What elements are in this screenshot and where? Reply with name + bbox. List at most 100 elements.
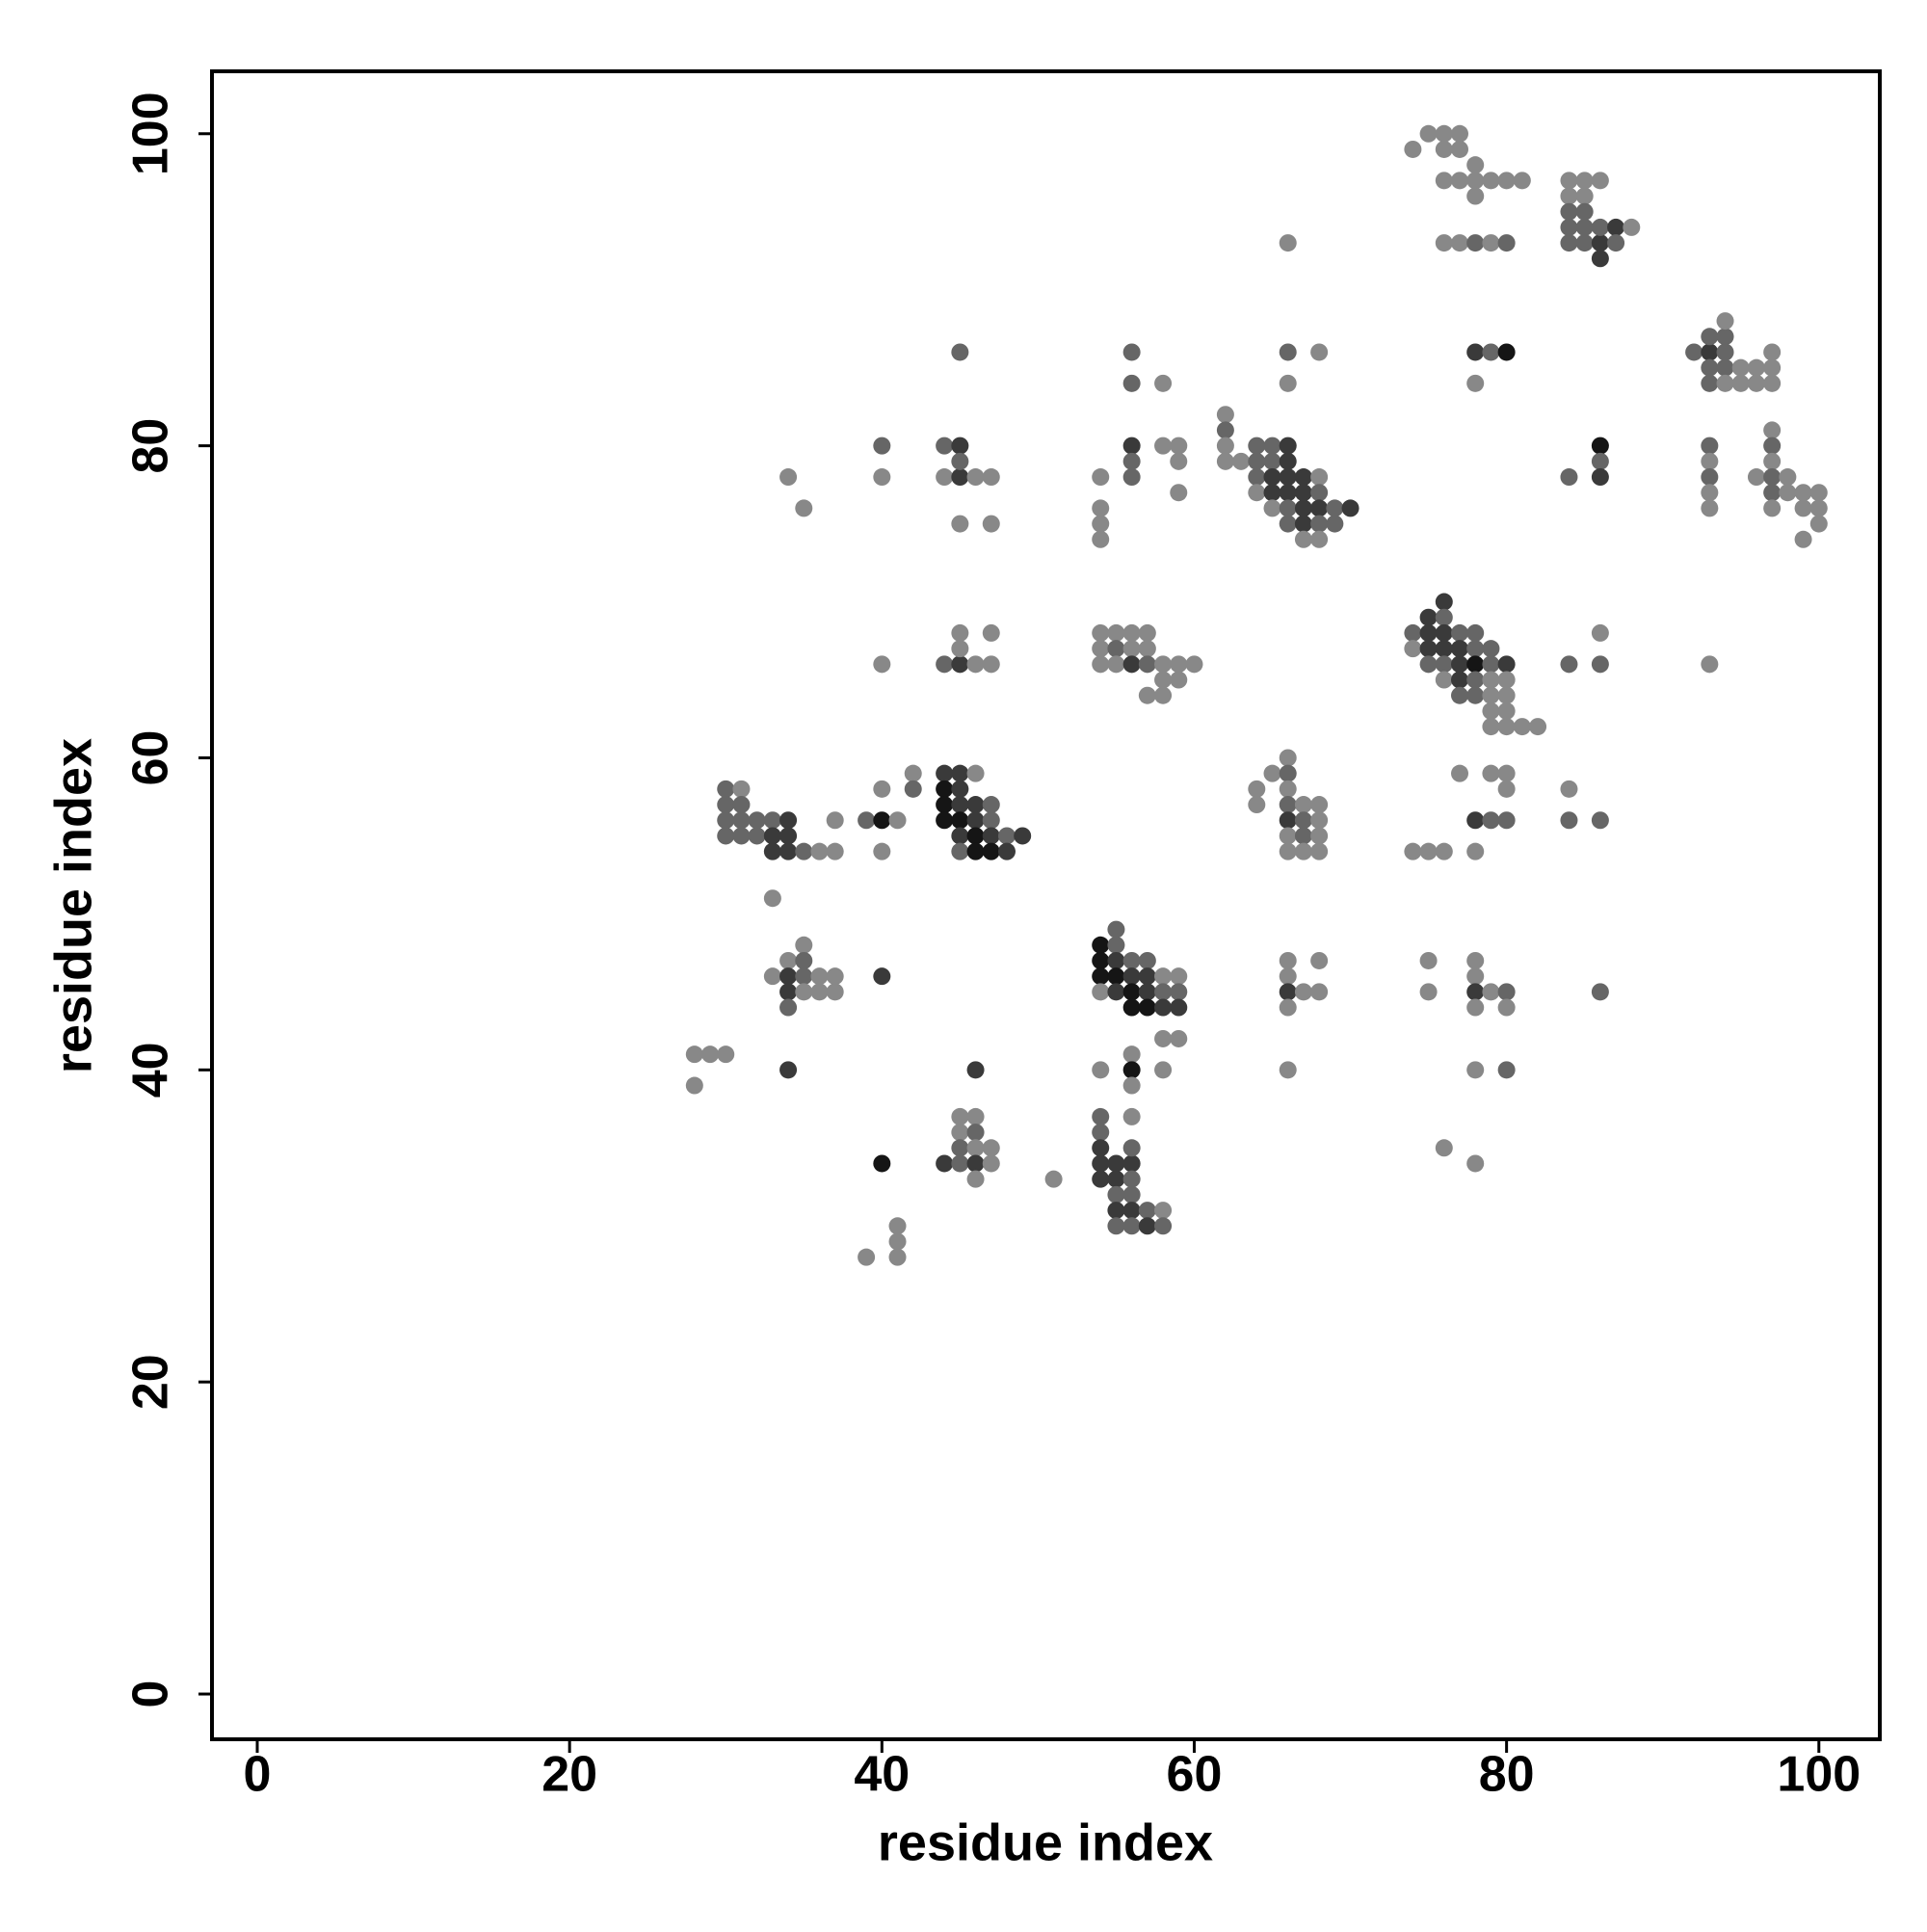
- contact-point: [1279, 998, 1297, 1017]
- contact-point: [717, 780, 735, 798]
- contact-point: [1279, 343, 1297, 361]
- contact-point: [1092, 515, 1110, 533]
- contact-point: [951, 764, 969, 782]
- x-tick-label: 60: [1167, 1747, 1223, 1803]
- contact-point: [1809, 499, 1828, 517]
- contact-point: [1279, 842, 1297, 860]
- contact-point: [1591, 468, 1609, 487]
- contact-point: [904, 780, 922, 798]
- contact-point: [1248, 796, 1266, 814]
- contact-point: [1482, 764, 1500, 782]
- contact-point: [795, 967, 813, 986]
- contact-point: [1138, 998, 1156, 1017]
- contact-point: [685, 1045, 703, 1064]
- contact-point: [779, 827, 798, 845]
- contact-point: [1138, 1202, 1156, 1220]
- contact-point: [1294, 530, 1312, 548]
- contact-point: [1763, 358, 1782, 377]
- contact-point: [1170, 655, 1188, 674]
- contact-point: [1482, 640, 1500, 658]
- contact-point: [1279, 374, 1297, 392]
- contact-point: [1779, 468, 1797, 487]
- contact-point: [1279, 499, 1297, 517]
- contact-point: [1279, 951, 1297, 969]
- contact-point: [717, 827, 735, 845]
- contact-point: [1216, 452, 1234, 470]
- contact-point: [1138, 640, 1156, 658]
- contact-point: [1170, 452, 1188, 470]
- contact-point: [1560, 468, 1578, 487]
- contact-point: [732, 796, 751, 814]
- contact-point: [1435, 593, 1453, 611]
- contact-point: [1279, 780, 1297, 798]
- contact-point: [1263, 468, 1281, 487]
- contact-point: [1482, 983, 1500, 1001]
- contact-point: [1310, 343, 1329, 361]
- contact-point: [1248, 484, 1266, 502]
- contact-point: [1122, 1045, 1141, 1064]
- contact-point: [936, 655, 954, 674]
- contact-point: [779, 468, 798, 487]
- contact-point: [1107, 983, 1125, 1001]
- contact-point: [1763, 343, 1782, 361]
- contact-point: [1419, 951, 1438, 969]
- contact-point: [717, 1045, 735, 1064]
- contact-point: [1466, 983, 1485, 1001]
- contact-point: [1122, 1107, 1141, 1125]
- contact-point: [1122, 1076, 1141, 1095]
- contact-point: [1170, 484, 1188, 502]
- contact-point: [1341, 499, 1359, 517]
- contact-point: [1294, 842, 1312, 860]
- contact-point: [1122, 1185, 1141, 1204]
- contact-point: [1216, 421, 1234, 439]
- contact-point: [873, 842, 891, 860]
- contact-point: [1763, 452, 1782, 470]
- contact-point: [1497, 998, 1516, 1017]
- contact-point: [1497, 655, 1516, 674]
- contact-point: [1279, 983, 1297, 1001]
- contact-point: [982, 468, 1000, 487]
- contact-point: [1122, 640, 1141, 658]
- contact-point: [1497, 671, 1516, 689]
- contact-point: [966, 764, 985, 782]
- contact-point: [1170, 967, 1188, 986]
- contact-point: [1279, 234, 1297, 252]
- contact-point: [1263, 499, 1281, 517]
- contact-point: [1122, 967, 1141, 986]
- contact-point: [826, 842, 844, 860]
- y-tick-label: 80: [123, 418, 179, 474]
- contact-point: [888, 1248, 907, 1266]
- contact-point: [1591, 250, 1609, 268]
- contact-point: [1122, 452, 1141, 470]
- contact-point: [1154, 1029, 1173, 1047]
- plot-frame: [210, 69, 1882, 1741]
- contact-point: [1451, 623, 1469, 642]
- contact-point: [1560, 187, 1578, 205]
- contact-point: [826, 983, 844, 1001]
- contact-point: [1435, 172, 1453, 190]
- contact-point: [1482, 811, 1500, 830]
- contact-point: [951, 1107, 969, 1125]
- contact-point: [1138, 951, 1156, 969]
- contact-point: [1482, 686, 1500, 704]
- x-tick-label: 20: [541, 1747, 597, 1803]
- contact-point: [1809, 484, 1828, 502]
- contact-point: [1716, 343, 1734, 361]
- contact-point: [1560, 202, 1578, 221]
- contact-point: [1716, 312, 1734, 331]
- contact-point: [1014, 827, 1032, 845]
- contact-point: [1122, 655, 1141, 674]
- contact-point: [1310, 499, 1329, 517]
- contact-point: [1497, 718, 1516, 736]
- contact-point: [966, 1170, 985, 1188]
- contact-point: [982, 515, 1000, 533]
- contact-point: [1482, 671, 1500, 689]
- contact-point: [1591, 172, 1609, 190]
- contact-point: [1279, 515, 1297, 533]
- contact-point: [1763, 499, 1782, 517]
- contact-point: [1279, 796, 1297, 814]
- contact-point: [936, 796, 954, 814]
- contact-point: [1107, 623, 1125, 642]
- contact-point: [1701, 374, 1719, 392]
- contact-point: [1154, 437, 1173, 455]
